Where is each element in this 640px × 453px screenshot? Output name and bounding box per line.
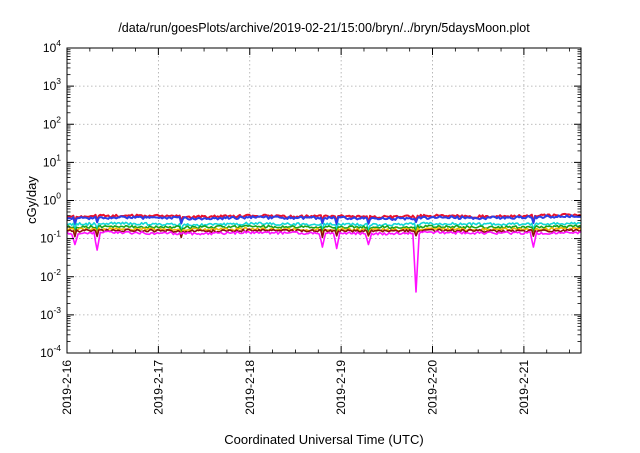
series-line-6: [66, 228, 582, 239]
y-tick-label: 101: [43, 152, 61, 169]
series-line-5: [66, 226, 582, 238]
svg-text:103: 103: [43, 76, 61, 93]
x-tick-label: 2019-2-16: [60, 360, 74, 415]
y-tick-label: 102: [43, 114, 61, 131]
y-tick-label: 104: [43, 38, 61, 55]
x-tick-label: 2019-2-21: [517, 360, 531, 415]
y-tick-label: 10-4: [40, 343, 61, 360]
svg-text:10-4: 10-4: [40, 343, 61, 360]
x-tick-label: 2019-2-20: [426, 360, 440, 415]
svg-text:100: 100: [43, 191, 61, 208]
svg-text:102: 102: [43, 114, 61, 131]
series-line-2: [66, 214, 582, 226]
x-tick-label: 2019-2-19: [334, 360, 348, 415]
series-line-7: [66, 230, 582, 293]
svg-text:10-1: 10-1: [40, 229, 61, 246]
chart-title: /data/run/goesPlots/archive/2019-02-21/1…: [118, 21, 530, 35]
y-tick-labels: 10-4 10-3 10-2 10-1 100 101 102 103 104: [40, 38, 61, 360]
svg-text:10-2: 10-2: [40, 267, 61, 284]
svg-text:101: 101: [43, 152, 61, 169]
series-line-3: [66, 221, 582, 232]
x-tick-label: 2019-2-18: [243, 360, 257, 415]
y-tick-label: 10-3: [40, 305, 61, 322]
y-tick-label: 100: [43, 191, 61, 208]
y-tick-label: 10-2: [40, 267, 61, 284]
y-axis-label: cGy/day: [24, 176, 39, 224]
x-tick-labels: 2019-2-16 2019-2-17 2019-2-18 2019-2-19 2019…: [60, 360, 531, 415]
svg-text:104: 104: [43, 38, 61, 55]
x-axis-label: Coordinated Universal Time (UTC): [224, 432, 423, 447]
y-tick-label: 10-1: [40, 229, 61, 246]
x-tick-label: 2019-2-17: [151, 360, 165, 415]
svg-text:10-3: 10-3: [40, 305, 61, 322]
y-tick-label: 103: [43, 76, 61, 93]
axis-ticks: [66, 47, 581, 354]
series-line-4: [66, 224, 582, 235]
series-layer: [66, 212, 582, 293]
